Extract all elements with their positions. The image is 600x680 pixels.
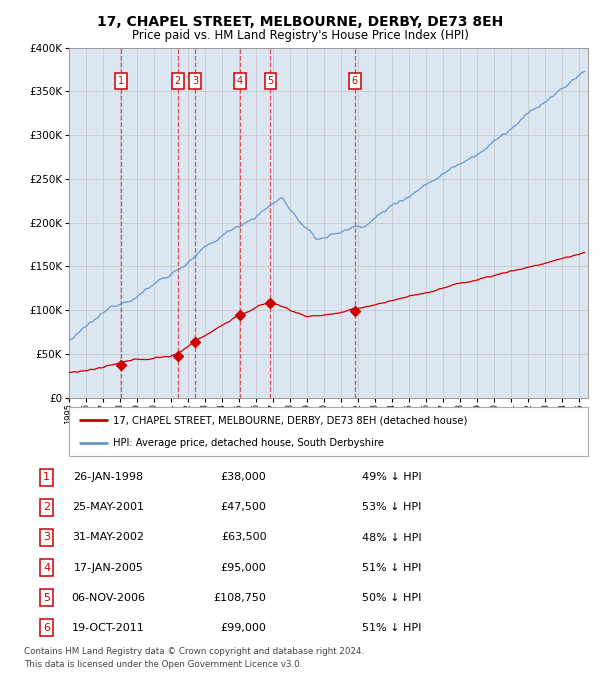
Text: 51% ↓ HPI: 51% ↓ HPI [362,562,422,573]
Text: 48% ↓ HPI: 48% ↓ HPI [362,532,422,543]
Text: £99,000: £99,000 [221,623,266,632]
Text: £95,000: £95,000 [221,562,266,573]
Text: 5: 5 [268,76,274,86]
Text: This data is licensed under the Open Government Licence v3.0.: This data is licensed under the Open Gov… [24,660,302,668]
Text: 1: 1 [43,473,50,482]
Text: 51% ↓ HPI: 51% ↓ HPI [362,623,422,632]
Text: 26-JAN-1998: 26-JAN-1998 [74,473,143,482]
Text: Contains HM Land Registry data © Crown copyright and database right 2024.: Contains HM Land Registry data © Crown c… [24,647,364,656]
Text: 25-MAY-2001: 25-MAY-2001 [73,503,145,513]
Text: 31-MAY-2002: 31-MAY-2002 [73,532,145,543]
Text: 2: 2 [43,503,50,513]
Text: 17, CHAPEL STREET, MELBOURNE, DERBY, DE73 8EH (detached house): 17, CHAPEL STREET, MELBOURNE, DERBY, DE7… [113,415,467,426]
Text: 53% ↓ HPI: 53% ↓ HPI [362,503,422,513]
FancyBboxPatch shape [69,407,588,456]
Text: £63,500: £63,500 [221,532,266,543]
Text: 3: 3 [43,532,50,543]
Text: HPI: Average price, detached house, South Derbyshire: HPI: Average price, detached house, Sout… [113,439,384,448]
Text: 19-OCT-2011: 19-OCT-2011 [72,623,145,632]
Text: 4: 4 [43,562,50,573]
Text: £108,750: £108,750 [214,592,266,602]
Text: 5: 5 [43,592,50,602]
Text: 1: 1 [118,76,124,86]
Text: Price paid vs. HM Land Registry's House Price Index (HPI): Price paid vs. HM Land Registry's House … [131,29,469,41]
Text: 49% ↓ HPI: 49% ↓ HPI [362,473,422,482]
Text: 6: 6 [43,623,50,632]
Text: 17, CHAPEL STREET, MELBOURNE, DERBY, DE73 8EH: 17, CHAPEL STREET, MELBOURNE, DERBY, DE7… [97,15,503,29]
Text: 3: 3 [192,76,198,86]
Text: 2: 2 [175,76,181,86]
Text: 50% ↓ HPI: 50% ↓ HPI [362,592,422,602]
Text: £47,500: £47,500 [221,503,266,513]
Text: 06-NOV-2006: 06-NOV-2006 [71,592,146,602]
Text: 4: 4 [237,76,243,86]
Text: 6: 6 [352,76,358,86]
Text: 17-JAN-2005: 17-JAN-2005 [74,562,143,573]
Text: £38,000: £38,000 [221,473,266,482]
